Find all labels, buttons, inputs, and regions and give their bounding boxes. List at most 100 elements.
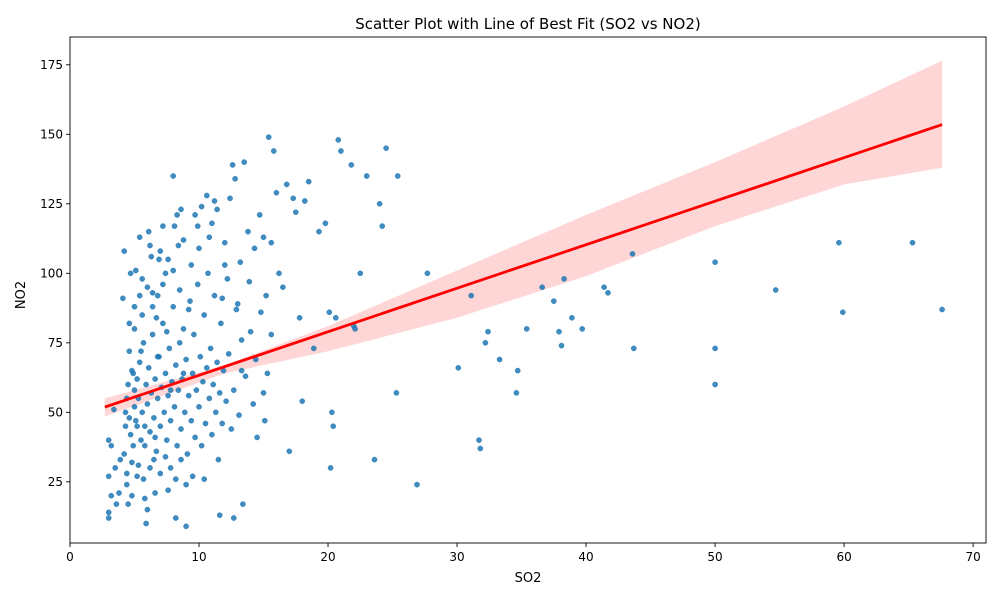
data-point: [221, 262, 228, 268]
data-point: [260, 390, 267, 396]
data-point: [215, 456, 222, 463]
data-point: [348, 162, 355, 168]
data-point: [261, 417, 268, 424]
data-point: [238, 367, 245, 374]
data-point: [126, 415, 133, 421]
plot-frame: [69, 36, 987, 544]
data-point: [210, 381, 216, 388]
data-point: [129, 459, 135, 466]
data-point: [283, 181, 290, 188]
data-point: [371, 456, 378, 463]
data-point: [167, 387, 174, 393]
data-point: [129, 367, 135, 374]
data-point: [206, 395, 213, 402]
data-point: [939, 306, 945, 313]
data-point: [175, 242, 182, 249]
data-point: [296, 314, 303, 321]
y-tick-label: 125: [40, 197, 63, 211]
data-point: [216, 390, 223, 396]
data-point: [188, 417, 195, 424]
y-tick-label: 50: [48, 405, 63, 419]
chart-title: Scatter Plot with Line of Best Fit (SO2 …: [355, 15, 700, 33]
data-point: [363, 173, 370, 179]
y-tick-label: 25: [48, 475, 63, 489]
data-point: [455, 364, 462, 371]
data-point: [165, 392, 171, 399]
data-point: [171, 223, 178, 229]
data-point: [485, 328, 491, 335]
data-point: [569, 314, 575, 321]
data-point: [219, 295, 225, 302]
data-point: [125, 381, 131, 388]
data-point: [310, 345, 317, 352]
data-point: [496, 356, 503, 363]
data-point: [148, 253, 155, 260]
data-point: [170, 173, 176, 179]
data-point: [254, 434, 260, 441]
data-point: [268, 239, 275, 246]
data-point: [206, 234, 213, 240]
data-point: [198, 203, 205, 210]
data-point: [178, 206, 184, 213]
data-point: [316, 228, 322, 235]
data-point: [228, 426, 235, 432]
data-point: [376, 200, 383, 207]
data-point: [198, 442, 205, 449]
data-point: [160, 281, 166, 288]
data-point: [196, 403, 202, 410]
data-point: [131, 303, 138, 310]
data-point: [329, 409, 335, 416]
data-point: [229, 162, 236, 168]
data-point: [127, 270, 134, 277]
data-point: [113, 501, 120, 507]
data-point: [203, 364, 210, 371]
data-point: [212, 409, 219, 416]
data-point: [125, 501, 131, 507]
data-point: [156, 256, 162, 263]
data-point: [250, 401, 256, 407]
data-point: [145, 228, 152, 235]
data-point: [156, 353, 162, 360]
data-point: [111, 406, 117, 413]
data-point: [225, 351, 232, 357]
data-point: [149, 331, 156, 338]
data-point: [551, 298, 557, 304]
data-point: [162, 270, 169, 277]
data-point: [143, 381, 149, 388]
data-point: [202, 420, 209, 427]
data-point: [180, 237, 187, 243]
x-tick-label: 30: [449, 550, 464, 564]
data-point: [188, 262, 195, 268]
data-point: [230, 515, 237, 521]
data-point: [556, 328, 562, 335]
data-point: [165, 487, 171, 494]
data-point: [712, 259, 718, 266]
data-point: [424, 270, 431, 277]
data-point: [116, 490, 122, 496]
data-point: [134, 473, 140, 480]
data-point: [290, 195, 297, 202]
data-point: [200, 378, 206, 385]
data-point: [191, 331, 197, 338]
data-point: [561, 276, 567, 282]
data-point: [131, 326, 138, 332]
data-point: [143, 520, 149, 527]
data-point: [357, 270, 364, 277]
data-point: [305, 178, 312, 185]
data-point: [154, 292, 161, 299]
data-point: [258, 309, 264, 316]
data-point: [172, 476, 179, 482]
data-point: [513, 390, 520, 396]
data-point: [147, 428, 153, 435]
data-point: [579, 326, 586, 332]
data-point: [205, 270, 211, 277]
data-point: [209, 431, 215, 438]
y-tick-label: 100: [40, 266, 63, 280]
data-point: [184, 451, 191, 457]
data-point: [185, 392, 192, 399]
data-point: [227, 195, 233, 202]
data-point: [383, 145, 389, 151]
data-point: [180, 326, 187, 332]
